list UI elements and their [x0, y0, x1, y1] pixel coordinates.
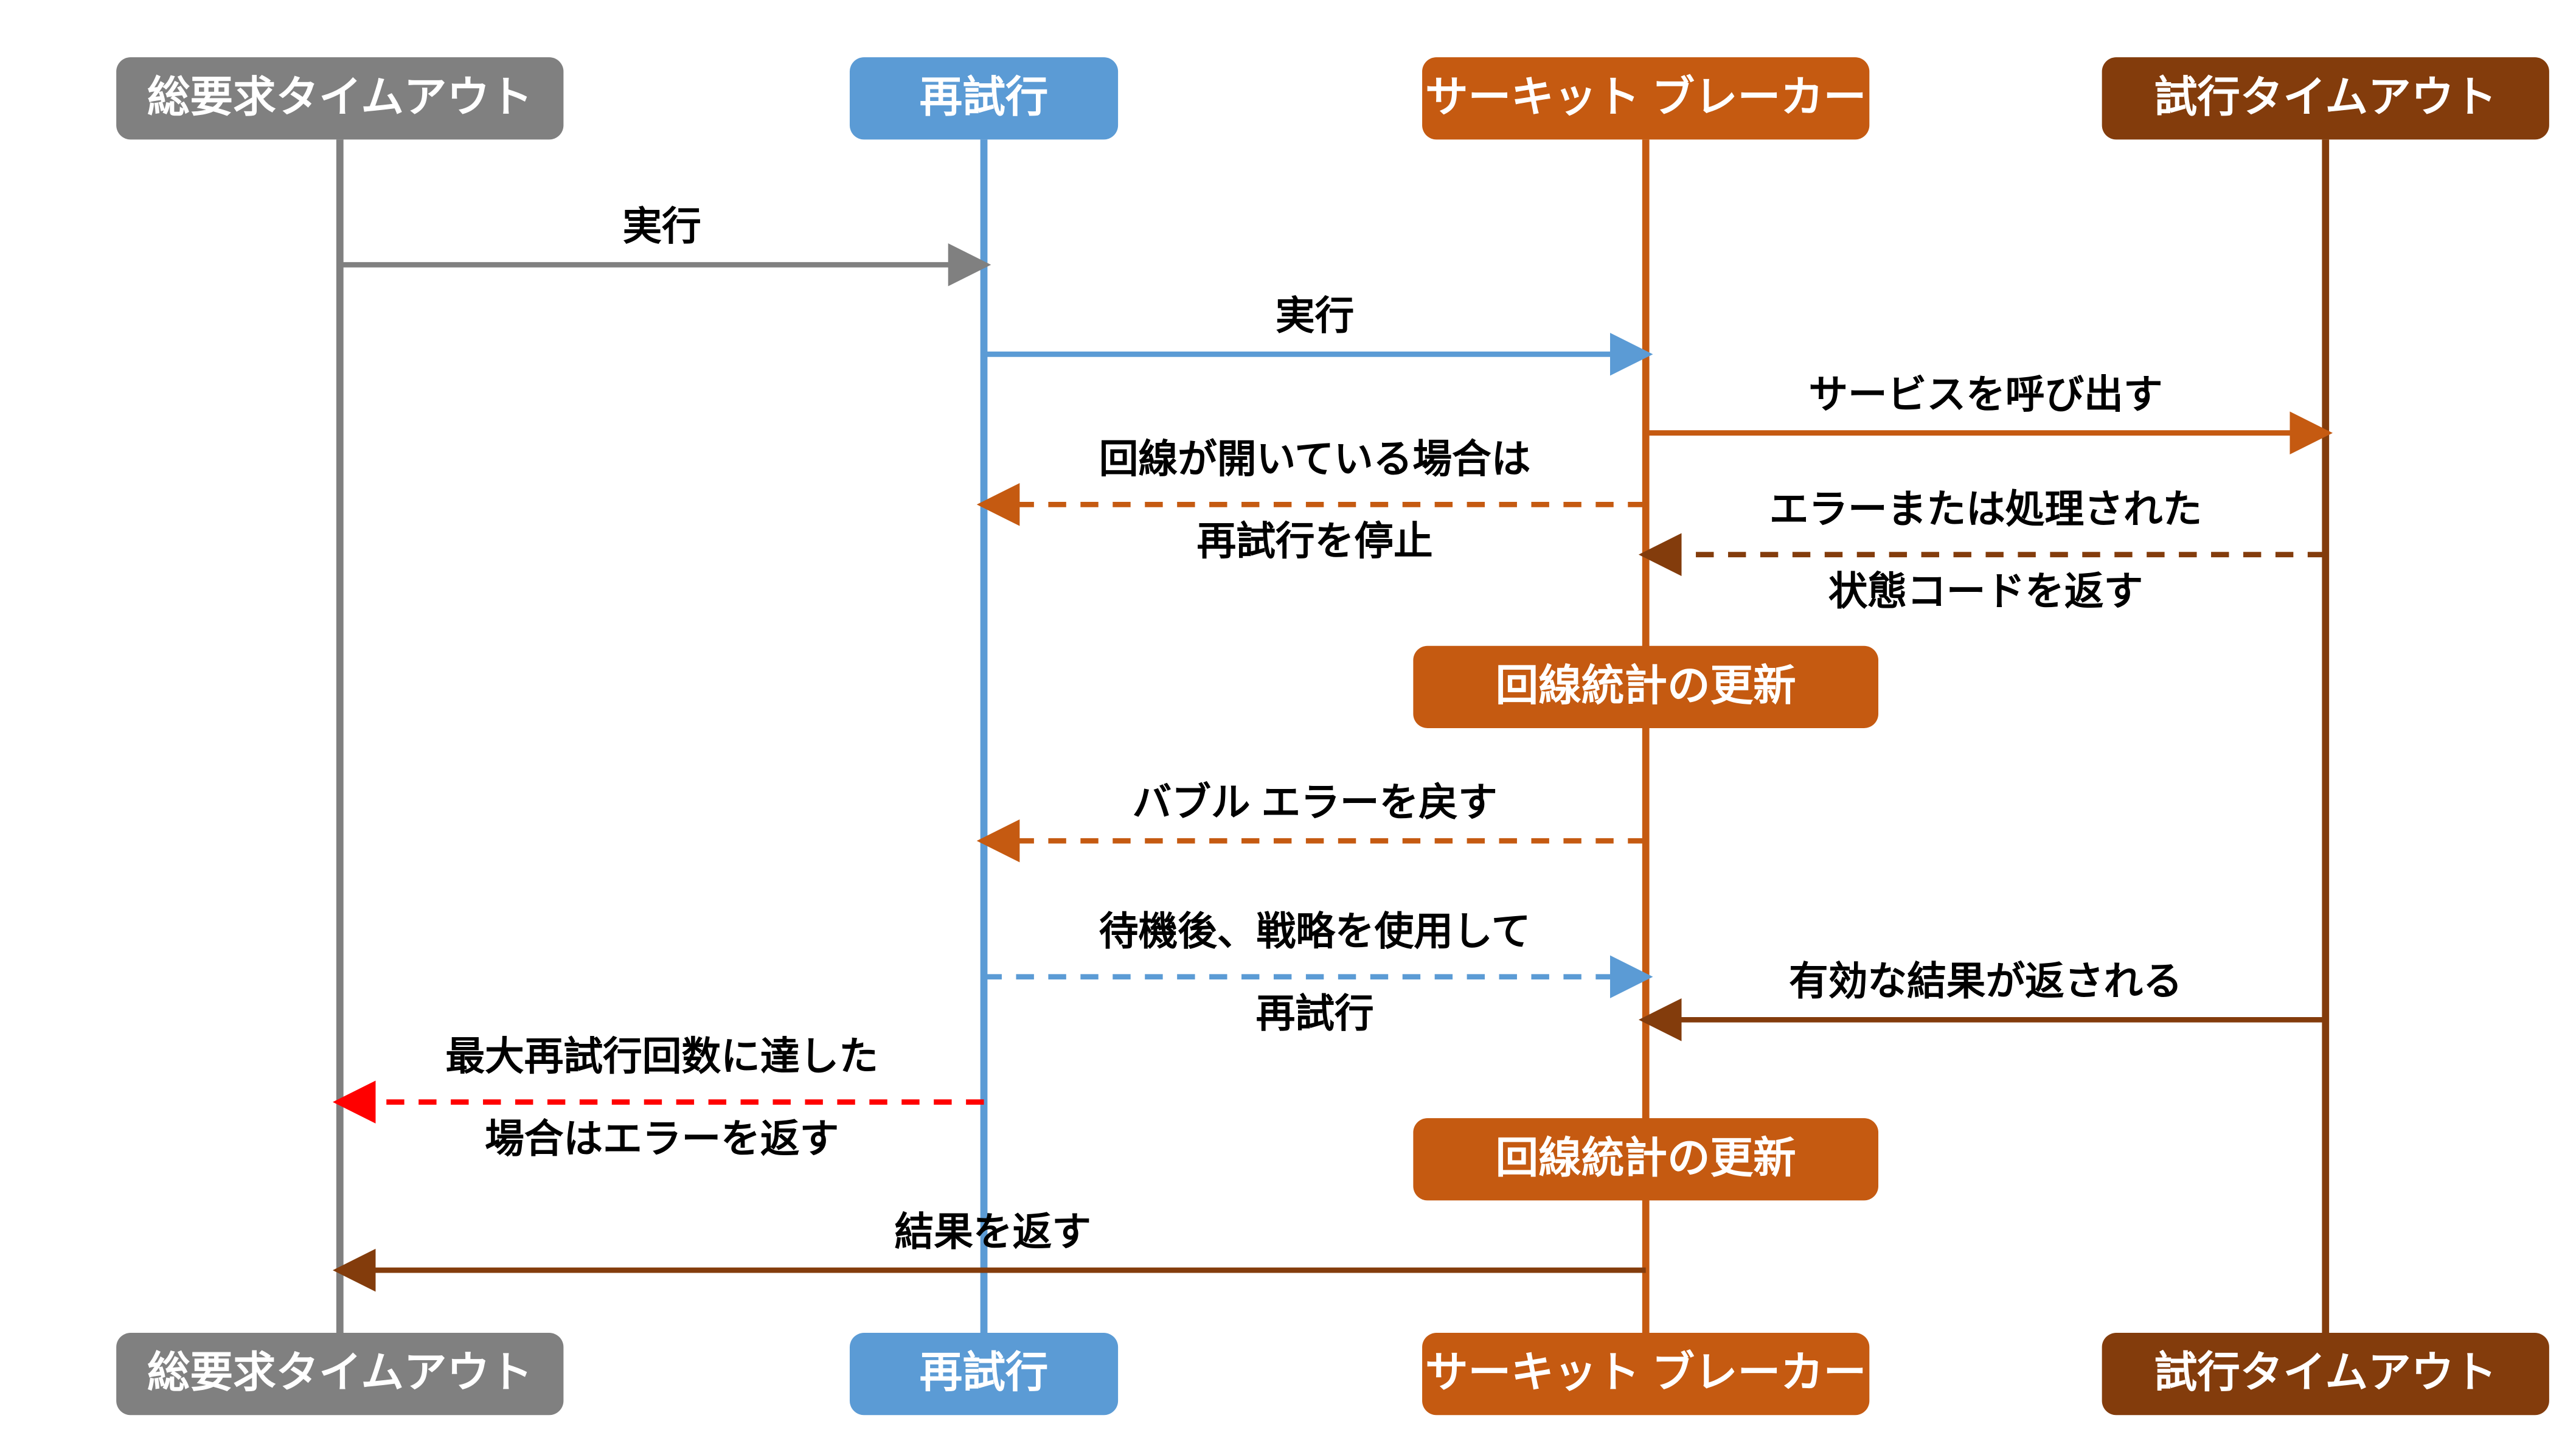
participant-label-retry-bottom: 再試行	[920, 1348, 1049, 1396]
message-label: 再試行	[1256, 991, 1374, 1035]
message-label: 場合はエラーを返す	[485, 1116, 839, 1161]
message-label: サービスを呼び出す	[1808, 372, 2162, 417]
participant-label-breaker-top: サーキット ブレーカー	[1425, 72, 1866, 120]
sequence-diagram: 実行実行サービスを呼び出す回線が開いている場合は再試行を停止エラーまたは処理され…	[0, 0, 2576, 1449]
message-label: 実行	[1276, 293, 1354, 338]
participant-label-attempt-top: 試行タイムアウト	[2154, 72, 2497, 120]
message-label: 回線が開いている場合は	[1099, 436, 1531, 481]
message-label: エラーまたは処理された	[1769, 487, 2203, 531]
participant-label-retry-top: 再試行	[920, 72, 1049, 120]
note-label: 回線統計の更新	[1496, 1133, 1796, 1181]
message-label: 状態コードを返す	[1828, 569, 2144, 613]
note-label: 回線統計の更新	[1496, 661, 1796, 709]
message-label: バブル エラーを戻す	[1133, 780, 1498, 824]
message-label: 再試行を停止	[1197, 519, 1433, 563]
message-label: 待機後、戦略を使用して	[1099, 909, 1531, 953]
message-label: 最大再試行回数に達した	[445, 1034, 878, 1079]
participant-label-attempt-bottom: 試行タイムアウト	[2154, 1348, 2497, 1396]
message-label: 有効な結果が返される	[1789, 959, 2182, 1003]
participant-label-breaker-bottom: サーキット ブレーカー	[1425, 1348, 1866, 1396]
message-label: 結果を返す	[895, 1209, 1091, 1254]
participant-label-overall-bottom: 総要求タイムアウト	[147, 1348, 533, 1396]
message-label: 実行	[622, 204, 701, 248]
participant-label-overall-top: 総要求タイムアウト	[147, 72, 533, 120]
